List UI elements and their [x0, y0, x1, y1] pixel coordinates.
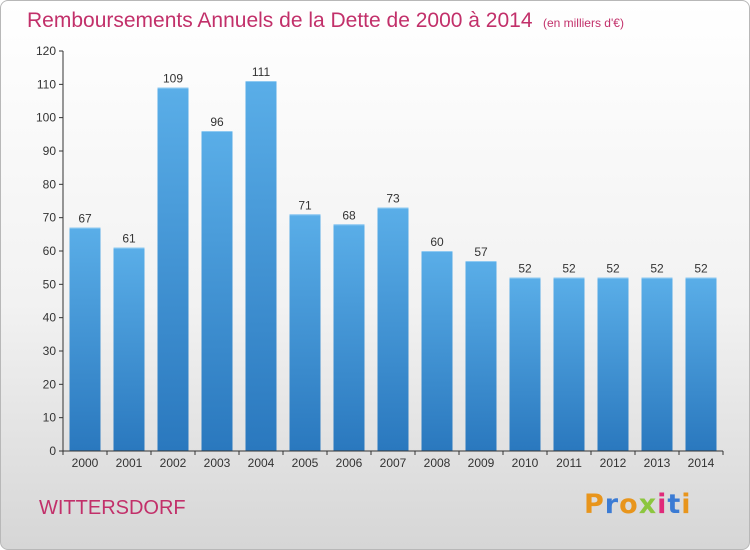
y-tick-label: 90: [43, 144, 57, 158]
y-tick-label: 100: [36, 111, 56, 125]
data-label: 71: [298, 198, 312, 212]
bar: [685, 277, 717, 451]
bar: [509, 277, 541, 451]
bar: [289, 214, 321, 451]
data-label: 52: [606, 262, 620, 276]
data-label: 111: [252, 65, 271, 79]
data-label: 96: [210, 115, 224, 129]
x-tick-label: 2010: [512, 456, 539, 470]
data-label: 52: [650, 262, 664, 276]
data-label: 60: [430, 235, 444, 249]
logo-letter: r: [604, 489, 620, 520]
y-tick-label: 60: [43, 244, 57, 258]
y-tick-label: 120: [36, 44, 56, 58]
data-label: 73: [386, 192, 400, 206]
x-tick-label: 2001: [116, 456, 143, 470]
logo-letter: x: [638, 489, 658, 520]
bar: [201, 131, 233, 451]
x-tick-label: 2009: [468, 456, 495, 470]
bar: [69, 227, 101, 451]
data-label: 52: [518, 262, 532, 276]
y-tick-label: 70: [43, 211, 57, 225]
x-tick-label: 2013: [644, 456, 671, 470]
bar: [245, 81, 277, 451]
x-tick-label: 2007: [380, 456, 407, 470]
bar: [421, 251, 453, 451]
data-label: 57: [474, 245, 488, 259]
data-label: 61: [122, 232, 136, 246]
bar: [465, 261, 497, 451]
bar: [553, 277, 585, 451]
x-tick-label: 2006: [336, 456, 363, 470]
y-tick-label: 50: [43, 277, 57, 291]
commune-name: WITTERSDORF: [39, 497, 186, 519]
chart-unit-label: (en milliers d'€): [542, 16, 624, 30]
data-label: 67: [78, 212, 92, 226]
bar: [157, 87, 189, 452]
data-label: 52: [562, 262, 576, 276]
x-tick-label: 2003: [204, 456, 231, 470]
logo-letter: i: [681, 489, 692, 520]
y-tick-label: 110: [37, 77, 56, 91]
logo-letter: P: [584, 489, 605, 520]
logo-letter: t: [667, 489, 682, 520]
logo-letter: o: [619, 489, 639, 520]
chart-title: Remboursements Annuels de la Dette de 20…: [27, 9, 624, 33]
data-label: 109: [163, 72, 183, 86]
x-tick-label: 2011: [556, 456, 582, 470]
data-label: 68: [342, 208, 356, 222]
x-tick-label: 2005: [292, 456, 319, 470]
chart-title-text: Remboursements Annuels de la Dette de 20…: [27, 9, 533, 32]
y-tick-label: 0: [49, 444, 56, 458]
bar: [113, 247, 145, 451]
x-tick-label: 2004: [248, 456, 275, 470]
x-tick-label: 2008: [424, 456, 451, 470]
logo-letter: i: [657, 489, 668, 520]
bar: [377, 207, 409, 451]
y-tick-label: 10: [43, 411, 57, 425]
proxiti-logo[interactable]: Proxiti: [584, 489, 692, 520]
y-tick-label: 20: [43, 377, 57, 391]
y-tick-label: 30: [43, 344, 57, 358]
bar: [597, 277, 629, 451]
x-tick-label: 2002: [160, 456, 187, 470]
y-tick-label: 40: [43, 311, 57, 325]
x-tick-label: 2000: [72, 456, 99, 470]
bar: [333, 224, 365, 451]
data-label: 52: [694, 262, 708, 276]
x-tick-label: 2014: [688, 456, 715, 470]
y-tick-label: 80: [43, 177, 57, 191]
x-tick-label: 2012: [600, 456, 627, 470]
bar: [641, 277, 673, 451]
